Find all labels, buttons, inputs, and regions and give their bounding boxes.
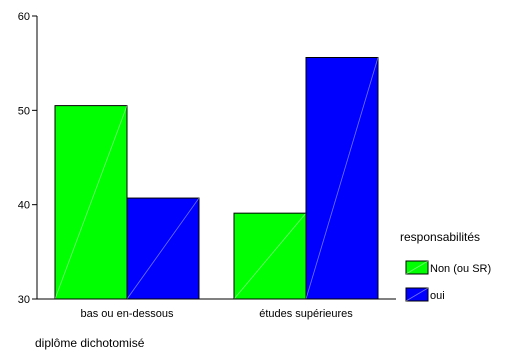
legend-swatch-diagonal (405, 287, 429, 302)
y-tick-label: 60 (18, 11, 30, 23)
axes-layer (36, 16, 396, 300)
legend-label: Non (ou SR) (430, 263, 491, 275)
bar-non-0 (54, 105, 128, 300)
bar-diagonal (233, 212, 307, 300)
legend-swatch-diagonal (405, 260, 429, 275)
x-axis-title: diplôme dichotomisé (35, 336, 145, 350)
legend: Non (ou SR) oui (405, 260, 491, 302)
legend-label: oui (430, 290, 445, 302)
legend-title: responsabilités (400, 230, 480, 244)
legend-swatch (405, 287, 429, 302)
y-tick-label: 40 (18, 200, 30, 212)
bars-layer (54, 57, 379, 300)
bar-oui-0 (126, 197, 200, 300)
bar-diagonal (305, 57, 379, 300)
legend-swatch (405, 260, 429, 275)
bar-diagonal (126, 197, 200, 300)
bar-non-1 (233, 212, 307, 300)
bar-oui-1 (305, 57, 379, 300)
x-category-label: bas ou en-dessous (81, 308, 174, 320)
y-tick-label: 30 (18, 294, 30, 306)
x-category-labels: bas ou en-dessous études supérieures (81, 308, 354, 320)
bar-diagonal (54, 105, 128, 300)
y-tick-label: 50 (18, 105, 30, 117)
y-ticks: 30 40 50 60 (18, 11, 37, 306)
x-category-label: études supérieures (259, 308, 353, 320)
